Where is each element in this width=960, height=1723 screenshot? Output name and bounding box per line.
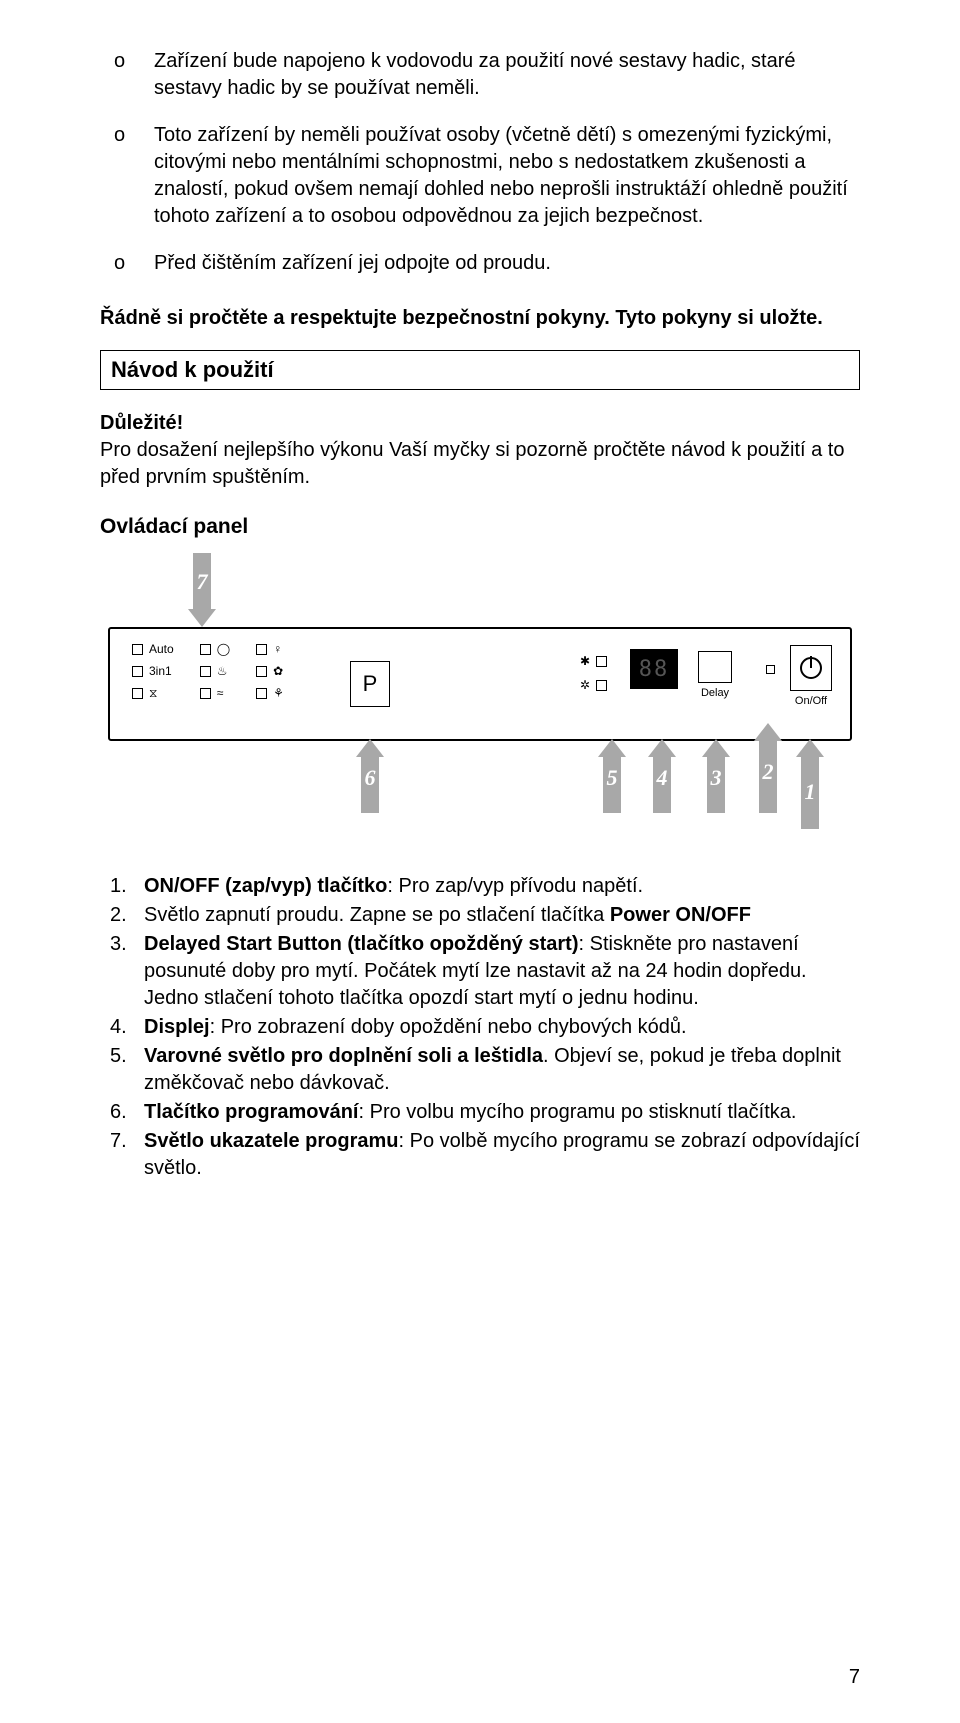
rinse-aid-warning: ✱ — [580, 655, 607, 667]
control-panel-border: Auto ◯ ♀ 3in1 ♨ ✿ ⧖ ≈ ⚘ P ✱ ✲ 88 De — [108, 627, 852, 741]
rinse-aid-icon: ✱ — [580, 655, 590, 667]
item-text: : Pro volbu mycího programu po stisknutí… — [359, 1101, 797, 1123]
program-led-icon — [256, 666, 267, 677]
program-led-icon — [200, 688, 211, 699]
program-led-icon — [132, 688, 143, 699]
program-cell: Auto — [132, 643, 174, 655]
important-title: Důležité! — [100, 412, 183, 434]
item-bold: Tlačítko programování — [144, 1101, 359, 1123]
power-icon — [800, 657, 822, 679]
pot-icon: ♨ — [217, 665, 228, 677]
program-cell: ◯ — [200, 643, 230, 655]
list-item: 4.Displej: Pro zobrazení doby opoždění n… — [144, 1014, 860, 1041]
callout-number: 2 — [763, 759, 774, 785]
callout-number: 7 — [197, 569, 208, 595]
item-text: Světlo zapnutí proudu. Zapne se po stlač… — [144, 904, 610, 926]
program-led-icon — [256, 644, 267, 655]
callout-number: 6 — [365, 765, 376, 791]
salt-warning: ✲ — [580, 679, 607, 691]
list-item: 5.Varovné světlo pro doplnění soli a leš… — [144, 1043, 860, 1097]
bullet-item: Zařízení bude napojeno k vodovodu za pou… — [100, 48, 860, 102]
program-cell: ⧖ — [132, 687, 174, 699]
control-panel-heading: Ovládací panel — [100, 515, 860, 539]
onoff-label: On/Off — [795, 695, 827, 707]
salt-icon: ✲ — [580, 679, 590, 691]
rinse-icon: ≈ — [217, 687, 224, 699]
delay-block: Delay — [698, 651, 732, 699]
glass-icon: ♀ — [273, 643, 282, 655]
section-title-box: Návod k použití — [100, 350, 860, 390]
panel-description-list: 1.ON/OFF (zap/vyp) tlačítko: Pro zap/vyp… — [100, 873, 860, 1182]
program-button[interactable]: P — [350, 661, 390, 707]
list-item: 3.Delayed Start Button (tlačítko opožděn… — [144, 931, 860, 1012]
program-cell: ≈ — [200, 687, 230, 699]
program-led-icon — [132, 666, 143, 677]
important-block: Důležité! Pro dosažení nejlepšího výkonu… — [100, 410, 860, 491]
warn-led-icon — [596, 680, 607, 691]
callout-arrow-5: 5 — [600, 739, 624, 813]
callout-number: 3 — [711, 765, 722, 791]
bullet-item: Toto zařízení by neměli používat osoby (… — [100, 122, 860, 230]
list-item: 7.Světlo ukazatele programu: Po volbě my… — [144, 1128, 860, 1182]
program-cell: ✿ — [256, 665, 284, 677]
plate-icon: ◯ — [217, 643, 230, 655]
item-bold: ON/OFF (zap/vyp) tlačítko — [144, 875, 387, 897]
list-item: 2.Světlo zapnutí proudu. Zapne se po stl… — [144, 902, 860, 929]
delay-button[interactable] — [698, 651, 732, 683]
delay-display: 88 — [630, 649, 678, 689]
callout-arrow-4: 4 — [650, 739, 674, 813]
warn-led-icon — [596, 656, 607, 667]
item-bold: Světlo ukazatele programu — [144, 1130, 399, 1152]
eco-icon: ✿ — [273, 665, 283, 677]
program-cell: ♀ — [256, 643, 284, 655]
program-label: Auto — [149, 643, 174, 655]
program-led-icon — [132, 644, 143, 655]
safety-summary: Řádně si pročtěte a respektujte bezpečno… — [100, 305, 860, 332]
item-bold: Varovné světlo pro doplnění soli a lešti… — [144, 1045, 543, 1067]
callout-number: 4 — [657, 765, 668, 791]
onoff-block: On/Off — [790, 645, 832, 707]
callout-arrow-6: 6 — [358, 739, 382, 813]
bullet-item: Před čištěním zařízení jej odpojte od pr… — [100, 250, 860, 277]
list-item: 1.ON/OFF (zap/vyp) tlačítko: Pro zap/vyp… — [144, 873, 860, 900]
program-cell: 3in1 — [132, 665, 174, 677]
item-text: : Pro zap/vyp přívodu napětí. — [387, 875, 643, 897]
program-led-icon — [200, 666, 211, 677]
item-text: : Pro zobrazení doby opoždění nebo chybo… — [210, 1016, 687, 1038]
program-cell: ⚘ — [256, 687, 284, 699]
program-led-icon — [200, 644, 211, 655]
important-body: Pro dosažení nejlepšího výkonu Vaší myčk… — [100, 439, 844, 488]
item-bold: Delayed Start Button (tlačítko opožděný … — [144, 933, 579, 955]
warning-lights: ✱ ✲ — [580, 655, 607, 691]
program-lights-grid: Auto ◯ ♀ 3in1 ♨ ✿ ⧖ ≈ ⚘ — [132, 643, 284, 699]
program-label: 3in1 — [149, 665, 172, 677]
page-number: 7 — [849, 1666, 860, 1689]
delay-label: Delay — [701, 687, 729, 699]
callout-arrow-7: 7 — [190, 553, 214, 627]
safety-bullet-list: Zařízení bude napojeno k vodovodu za pou… — [100, 48, 860, 277]
quick-icon: ⧖ — [149, 687, 157, 699]
program-led-icon — [256, 688, 267, 699]
control-panel-figure: 7 Auto ◯ ♀ 3in1 ♨ ✿ ⧖ ≈ ⚘ P ✱ ✲ — [100, 557, 860, 817]
callout-number: 5 — [607, 765, 618, 791]
item-bold: Displej — [144, 1016, 210, 1038]
callout-arrow-1: 1 — [798, 739, 822, 829]
item-bold: Power ON/OFF — [610, 904, 751, 926]
soak-icon: ⚘ — [273, 687, 284, 699]
program-cell: ♨ — [200, 665, 230, 677]
callout-arrow-2: 2 — [756, 723, 780, 813]
callout-arrow-3: 3 — [704, 739, 728, 813]
callout-number: 1 — [805, 779, 816, 805]
list-item: 6.Tlačítko programování: Pro volbu mycíh… — [144, 1099, 860, 1126]
power-led-icon — [766, 665, 775, 674]
onoff-button[interactable] — [790, 645, 832, 691]
